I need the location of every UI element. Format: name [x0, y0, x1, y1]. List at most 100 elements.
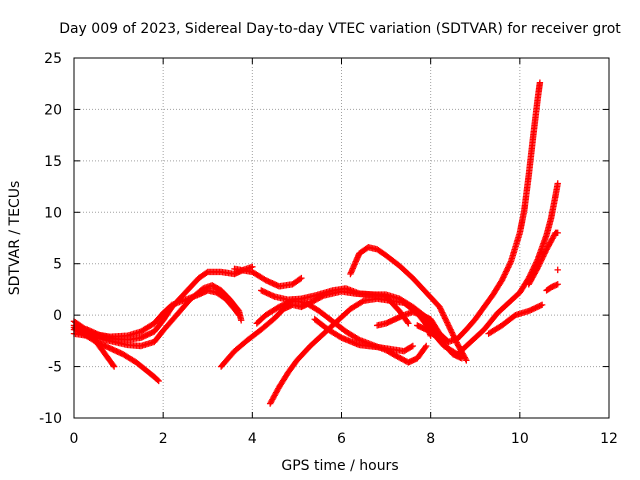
y-tick-label: -10 — [39, 411, 62, 427]
data-point — [154, 376, 161, 384]
series-track-p — [525, 229, 561, 288]
chart-title: Day 009 of 2023, Sidereal Day-to-day VTE… — [59, 21, 621, 37]
data-point — [444, 320, 452, 328]
data-point — [110, 362, 117, 369]
data-point — [298, 274, 305, 282]
data-point — [462, 355, 469, 363]
data-point — [463, 357, 470, 364]
data-point — [542, 248, 549, 256]
data-point — [438, 307, 445, 315]
data-point — [538, 256, 545, 263]
data-point — [447, 326, 454, 333]
data-point — [554, 281, 561, 288]
series-track-o — [485, 301, 546, 337]
data-point — [533, 266, 541, 273]
data-point — [441, 315, 449, 322]
series-track-b — [70, 318, 118, 370]
x-tick-labels: 0 2 4 6 8 10 12 — [70, 431, 618, 447]
series-track-r — [554, 266, 561, 274]
data-point — [503, 267, 511, 274]
y-tick-label: 5 — [53, 257, 62, 273]
y-tick-label: 20 — [44, 102, 62, 118]
data-point — [441, 313, 448, 321]
x-tick-label: 6 — [337, 431, 346, 447]
data-point — [554, 180, 561, 187]
data-marks — [70, 79, 561, 407]
data-point — [536, 260, 543, 267]
x-tick-label: 12 — [600, 431, 618, 447]
data-point — [439, 310, 447, 318]
data-point — [296, 275, 304, 283]
data-point — [448, 327, 455, 335]
data-point — [235, 311, 243, 319]
x-tick-label: 4 — [248, 431, 257, 447]
data-point — [554, 266, 561, 274]
data-point — [423, 342, 430, 350]
data-point — [439, 309, 446, 316]
data-point — [449, 330, 456, 338]
data-point — [354, 335, 362, 343]
data-point — [440, 312, 447, 319]
y-tick-label: 0 — [53, 308, 62, 324]
y-tick-label: 10 — [44, 205, 62, 221]
x-tick-label: 10 — [511, 431, 529, 447]
data-point — [507, 259, 514, 267]
data-point — [436, 303, 443, 311]
data-point — [542, 247, 550, 254]
data-point — [443, 319, 451, 326]
data-point — [537, 258, 544, 266]
grid — [74, 58, 609, 418]
series-track-g — [231, 265, 305, 290]
data-point — [554, 229, 561, 237]
data-point — [505, 262, 513, 270]
data-point — [539, 254, 546, 262]
data-point — [500, 274, 507, 281]
data-point — [234, 310, 242, 318]
y-tick-label: -5 — [48, 360, 62, 376]
data-point — [538, 301, 546, 309]
data-point — [442, 316, 449, 323]
axis-ticks — [73, 57, 610, 419]
data-point — [237, 317, 245, 324]
x-tick-label: 2 — [159, 431, 168, 447]
data-point — [536, 79, 544, 86]
data-point — [535, 261, 543, 269]
data-point — [537, 257, 545, 264]
data-point — [540, 251, 548, 259]
data-point — [409, 342, 417, 350]
data-point — [155, 377, 162, 385]
data-point — [405, 320, 412, 327]
series-track-q — [543, 281, 561, 294]
series-track-i — [266, 295, 434, 407]
data-point — [502, 268, 510, 275]
data-point — [504, 264, 512, 271]
data-point — [448, 329, 456, 336]
data-point — [437, 305, 444, 312]
data-point — [110, 363, 118, 370]
x-tick-label: 0 — [70, 431, 79, 447]
data-point — [404, 318, 411, 326]
series-track-e — [70, 287, 243, 340]
data-point — [541, 250, 548, 257]
data-point — [499, 275, 506, 282]
data-point — [446, 325, 454, 332]
data-point — [443, 317, 450, 325]
data-point — [359, 298, 366, 305]
data-point — [504, 265, 511, 272]
data-point — [408, 343, 415, 350]
data-point — [501, 271, 508, 278]
y-axis-label: SDTVAR / TECUs — [7, 181, 23, 296]
data-point — [539, 253, 547, 260]
data-point — [422, 344, 429, 351]
data-point — [445, 323, 453, 331]
y-tick-labels: -10 -5 0 5 10 15 20 25 — [39, 51, 62, 427]
y-tick-label: 15 — [44, 154, 62, 170]
y-tick-label: 25 — [44, 51, 62, 67]
data-point — [502, 269, 509, 277]
x-tick-label: 8 — [426, 431, 435, 447]
data-point — [445, 322, 452, 329]
data-point — [500, 272, 508, 280]
x-axis-label: GPS time / hours — [281, 458, 398, 474]
data-point — [534, 264, 541, 272]
